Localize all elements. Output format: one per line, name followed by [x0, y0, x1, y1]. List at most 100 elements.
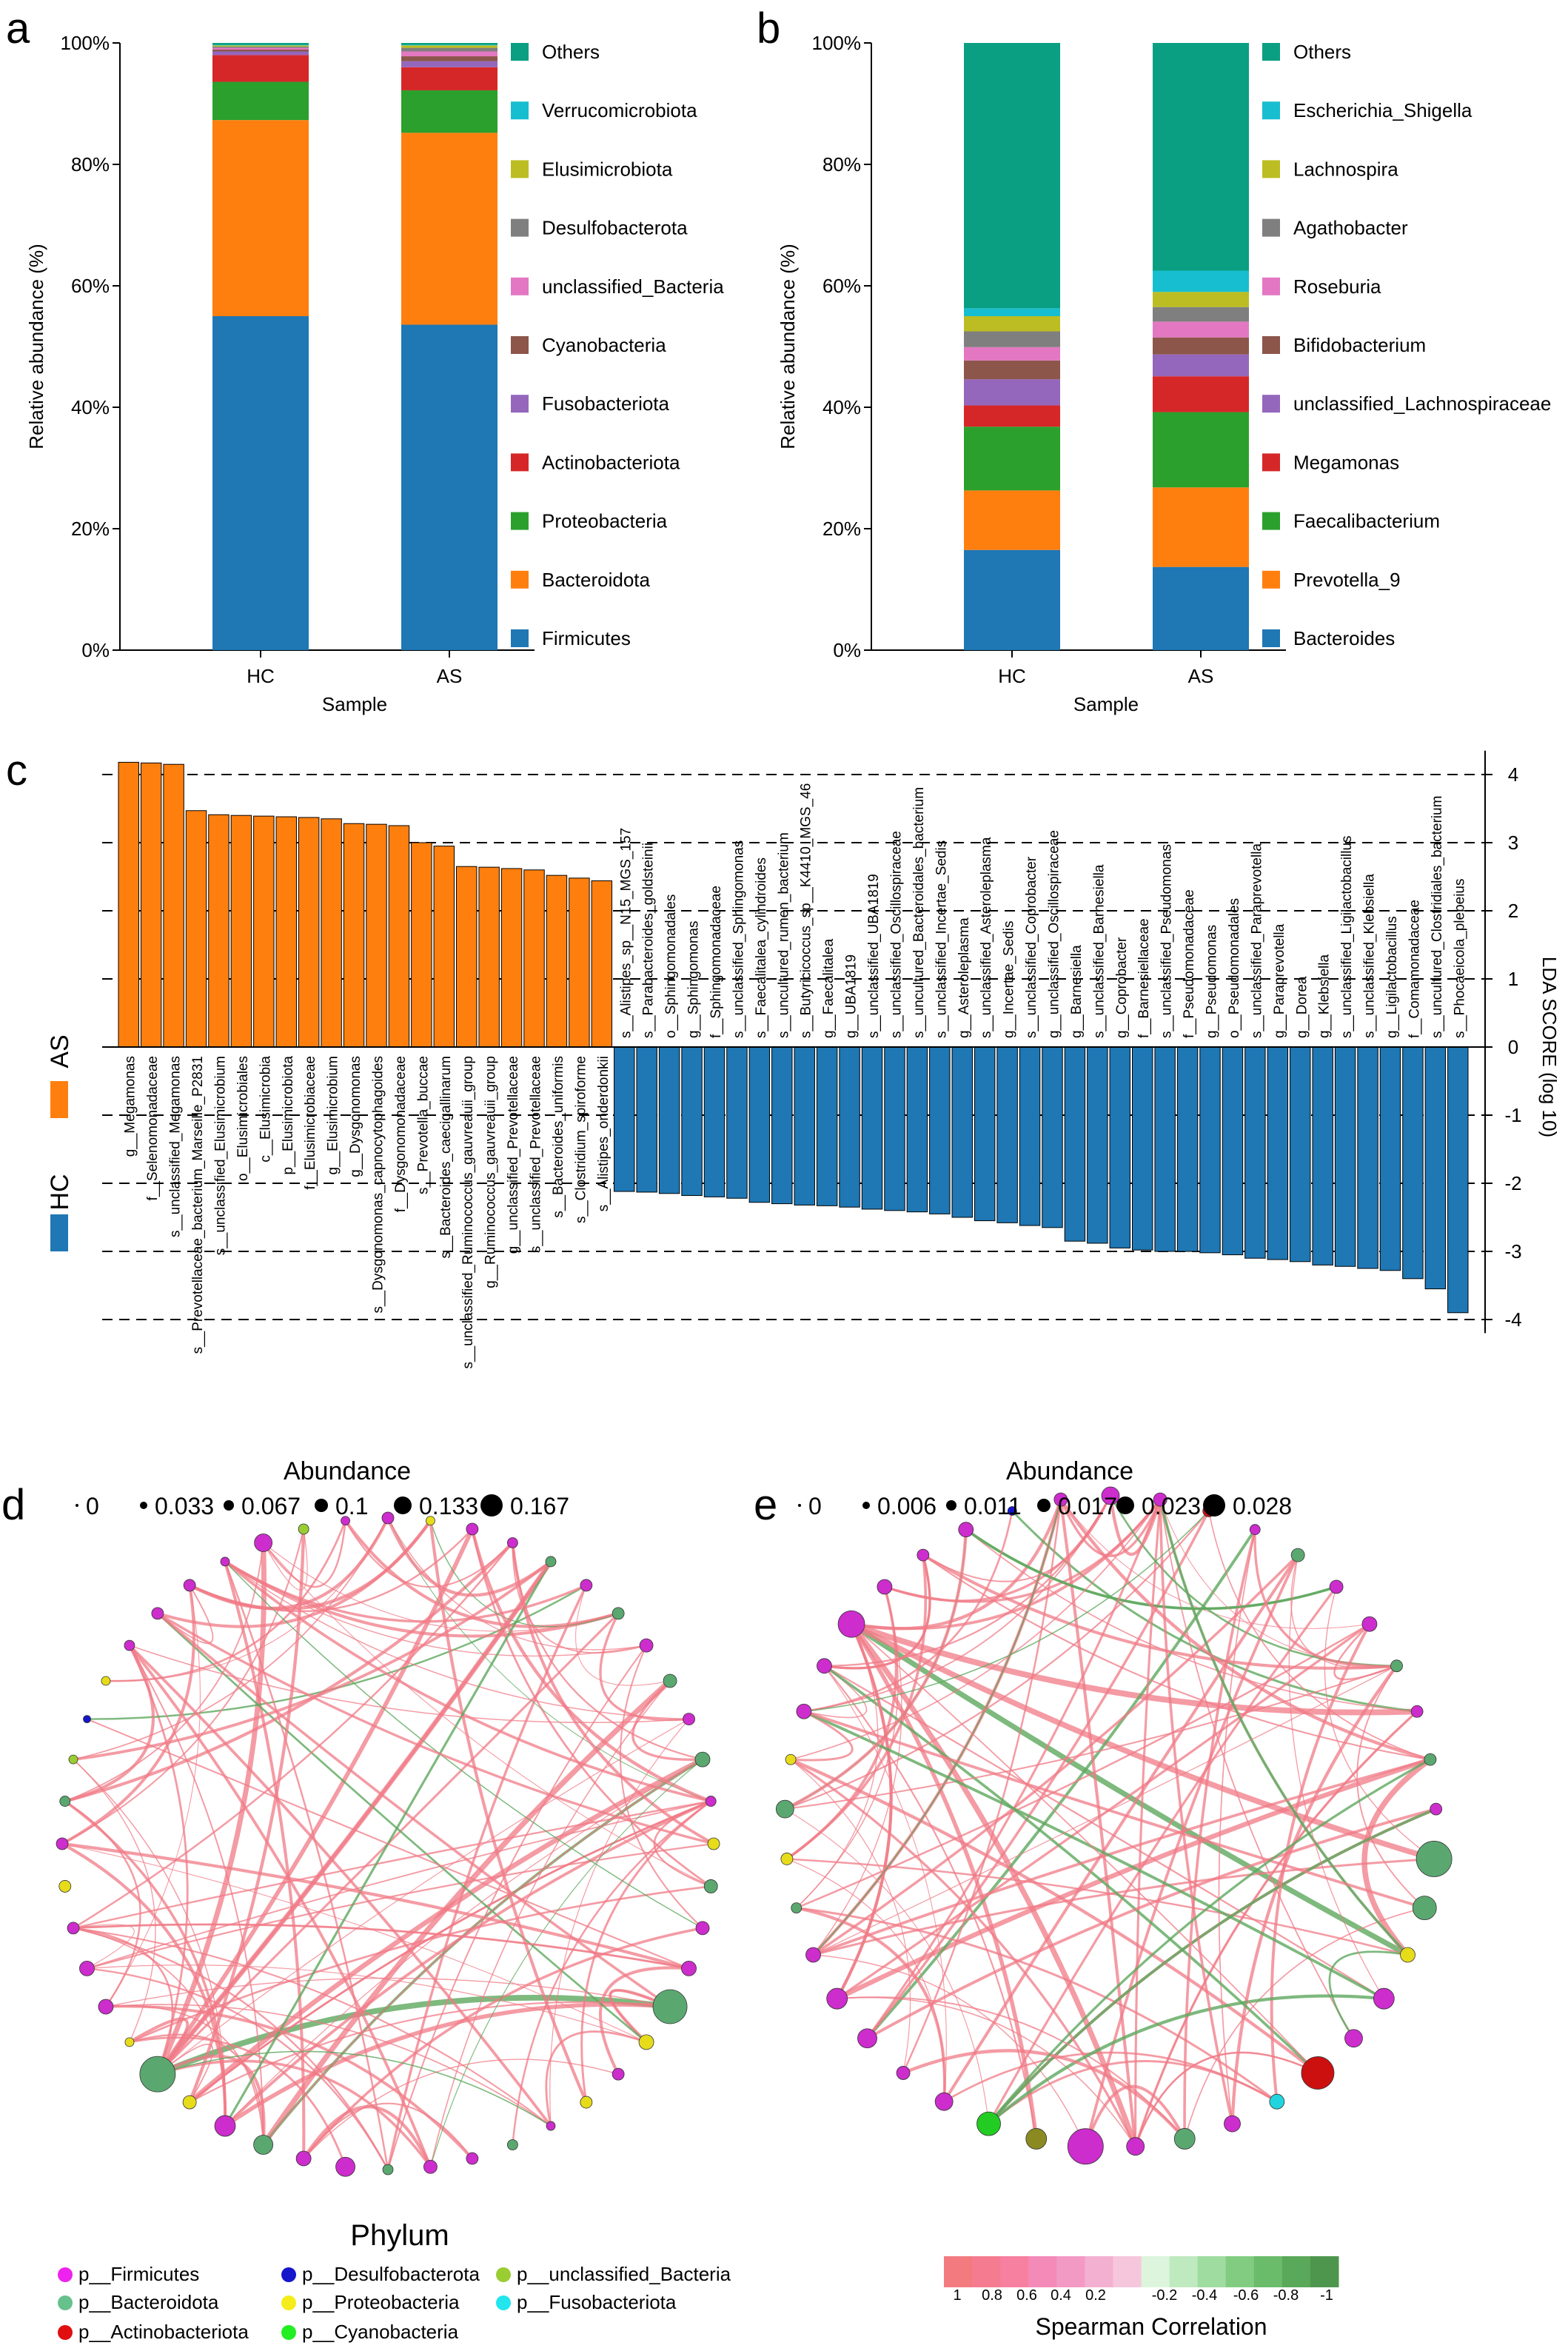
correlation-edge	[796, 1623, 879, 1909]
colorbar-tick: 0.6	[1016, 2287, 1037, 2304]
taxon-node	[785, 1753, 797, 1765]
legend-swatch	[1262, 336, 1280, 354]
taxon-node	[423, 2159, 438, 2174]
legend-label: Verrucomicrobiota	[542, 99, 697, 121]
lda-bar	[343, 823, 365, 1048]
correlation-edge	[73, 1927, 227, 2127]
correlation-edge	[61, 1528, 305, 1845]
taxon-node	[1269, 2093, 1285, 2110]
lda-bar	[1312, 1046, 1333, 1265]
taxon-label: g__unclassified_Oscillospiraceae	[1046, 830, 1062, 1038]
colorbar-cell	[944, 2256, 973, 2287]
taxon-label: s__unclassified_Pseudomonas	[1159, 844, 1175, 1038]
correlation-edge	[157, 1719, 689, 2075]
phylum-legend-swatch	[281, 2325, 296, 2340]
legend-swatch	[511, 629, 529, 647]
taxon-node	[381, 1511, 395, 1525]
lda-bar	[298, 817, 320, 1048]
legend-swatch	[511, 512, 529, 530]
taxon-label: g__Klebsiella	[1317, 954, 1333, 1038]
correlation-edge	[387, 1517, 647, 1651]
correlation-edge	[188, 1528, 306, 2103]
correlation-edge	[922, 1495, 1111, 1582]
correlation-edge	[599, 1613, 689, 1722]
correlation-edge	[922, 1554, 1431, 1761]
correlation-edge	[812, 1554, 1299, 1956]
taxon-node	[934, 2092, 954, 2111]
lda-bar	[906, 1046, 928, 1213]
correlation-edge	[1324, 1586, 1435, 1860]
taxon-node	[775, 1799, 794, 1819]
lda-bar	[230, 815, 252, 1048]
correlation-edge	[902, 2049, 1186, 2140]
taxon-label: o__Elusimicrobiales	[235, 1056, 251, 1181]
lda-bar	[748, 1046, 771, 1203]
taxon-node	[1290, 1548, 1305, 1562]
colorbar-cell	[1141, 2256, 1170, 2287]
correlation-edge	[1207, 1511, 1431, 1761]
taxon-node	[639, 1638, 654, 1653]
colorbar-tick: -0.2	[1152, 2287, 1177, 2304]
bar-segment	[964, 549, 1060, 650]
correlation-edge	[803, 1510, 1210, 1713]
taxon-node	[796, 1703, 812, 1719]
taxon-node	[382, 2164, 394, 2176]
correlation-edge	[87, 1800, 711, 1970]
taxon-label: o__Sphingomonadales	[663, 894, 679, 1038]
colorbar-tick: 0.2	[1085, 2287, 1106, 2304]
correlation-edge	[73, 1517, 389, 1760]
size-legend-label: 0	[808, 1493, 822, 1519]
taxon-node	[1400, 1947, 1415, 1963]
correlation-edge	[812, 1586, 902, 1956]
lda-bar	[951, 1046, 973, 1218]
correlation-edge	[224, 1561, 703, 1929]
phylum-legend-label: p__Proteobacteria	[302, 2291, 460, 2313]
phylum-legend-label: p__Firmicutes	[78, 2263, 199, 2285]
taxon-label: s__Parabacteroides_goldsteinii	[641, 843, 657, 1038]
bar-segment	[1153, 566, 1249, 650]
correlation-edge	[1361, 1757, 1433, 1957]
lda-bar	[636, 1046, 657, 1193]
legend-label: Bacteroides	[1293, 627, 1395, 649]
panel-label-a: a	[6, 4, 30, 53]
legend-label: Others	[542, 41, 600, 63]
lda-bar	[771, 1046, 793, 1205]
taxon-label: g__Barnesiella	[1069, 945, 1085, 1038]
y-tick-label: 60%	[71, 275, 110, 297]
correlation-edge	[224, 1560, 587, 1623]
correlation-edge	[87, 1964, 647, 2043]
legend-label: AS	[46, 1034, 74, 1068]
taxon-node	[341, 1516, 350, 1526]
x-axis-label: Sample	[322, 693, 387, 715]
legend-label: Fusobacteriota	[542, 392, 670, 415]
correlation-edge	[429, 1520, 588, 2103]
phylum-legend-title: Phylum	[350, 2219, 449, 2252]
y-tick-label: 40%	[71, 396, 110, 418]
bar-segment	[212, 44, 309, 46]
legend-label: Bacteroidota	[542, 569, 651, 591]
correlation-edge	[790, 1759, 911, 2073]
correlation-edge	[1328, 1950, 1408, 2039]
correlation-edge	[790, 1710, 854, 1762]
y-tick-label: 40%	[822, 396, 861, 418]
lda-bar	[614, 1046, 635, 1192]
bar-segment	[964, 405, 1060, 427]
y-tick-label: 80%	[71, 153, 110, 175]
correlation-edge	[866, 1807, 1437, 2040]
bar-segment	[1153, 354, 1249, 377]
size-legend-dot	[140, 1502, 147, 1509]
taxon-node	[705, 1796, 717, 1807]
correlation-edge	[1059, 1498, 1431, 1762]
taxon-label: f__Barnesiellaceae	[1136, 918, 1152, 1038]
taxon-node	[298, 1523, 309, 1535]
bar-segment	[401, 133, 497, 325]
legend-swatch	[511, 395, 529, 413]
correlation-edge	[1159, 1499, 1234, 2124]
correlation-edge	[1288, 1555, 1384, 1999]
correlation-edge	[128, 1644, 552, 2127]
correlation-edge	[263, 1542, 619, 1632]
correlation-edge	[129, 2033, 264, 2145]
taxon-label: s__unclassified_Coprobacter	[1024, 856, 1039, 1038]
taxon-label: s__unclassified_Megamonas	[168, 1056, 184, 1237]
y-tick-label: 100%	[61, 32, 110, 54]
